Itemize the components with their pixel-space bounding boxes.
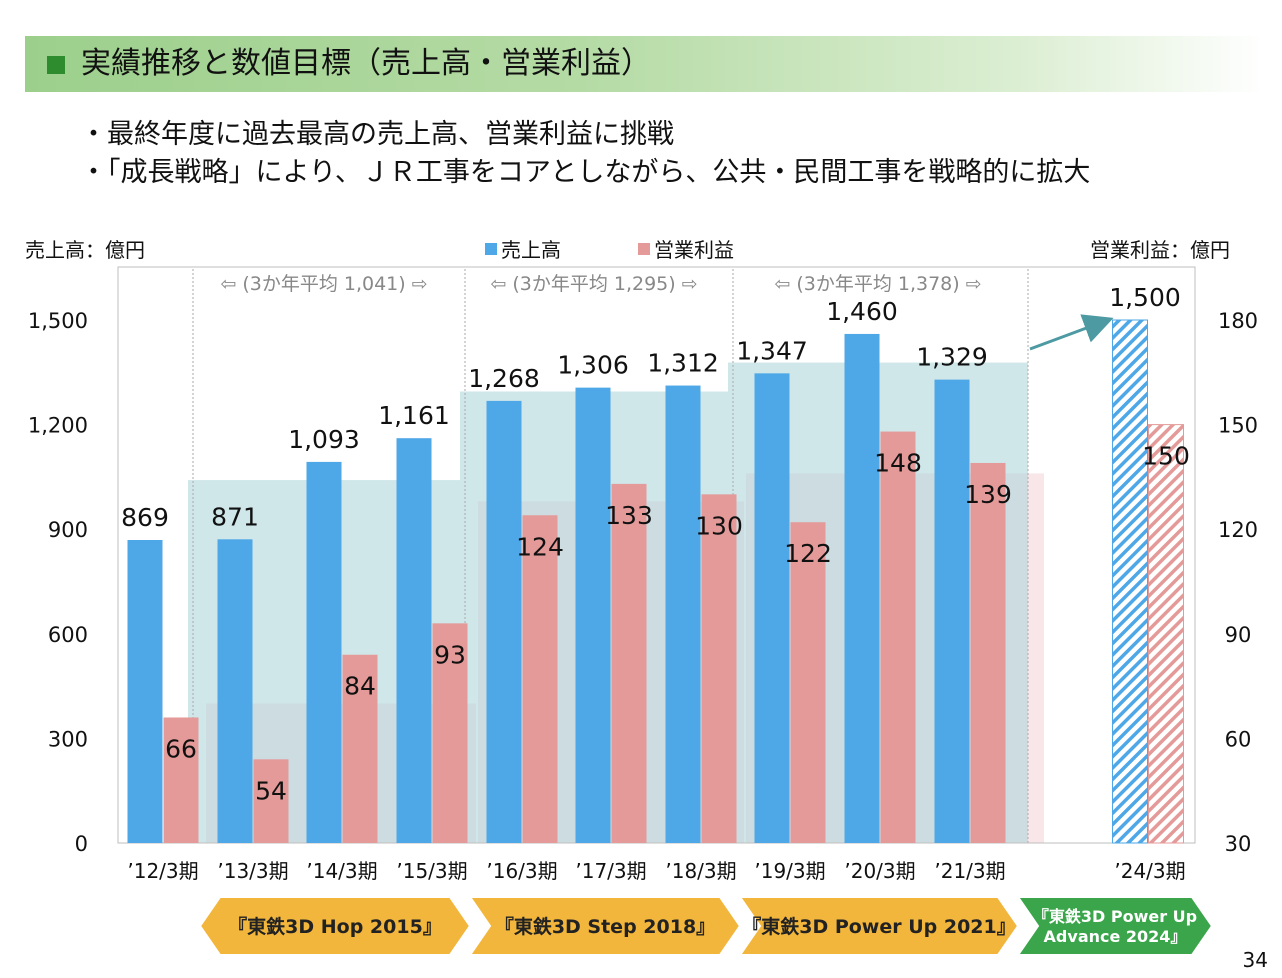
avg-label-3: ⇦ (3か年平均 1,378) ⇨ xyxy=(774,273,981,295)
profit-value-label-11: 150 xyxy=(1142,442,1190,471)
y-left-tick-3: 600 xyxy=(48,623,88,647)
x-tick-label-1: ’12/3期 xyxy=(127,859,198,883)
y-left-tick-4: 900 xyxy=(48,518,88,542)
profit-value-label-1: 66 xyxy=(165,734,197,763)
legend-profit: 営業利益 xyxy=(638,234,734,263)
profit-bar-11 xyxy=(1148,424,1184,844)
sales-bar-1 xyxy=(127,540,163,843)
legend-sales: 売上高 xyxy=(485,234,561,263)
page-title: 実績推移と数値目標（売上高・営業利益） xyxy=(81,46,651,81)
profit-bar-9 xyxy=(880,431,916,843)
sales-value-label-9: 1,460 xyxy=(826,297,898,326)
sales-value-label-11: 1,500 xyxy=(1109,283,1181,312)
profit-value-label-9: 148 xyxy=(874,449,922,478)
sales-value-label-8: 1,347 xyxy=(736,336,808,365)
plan-arrow-4 xyxy=(1016,896,1214,956)
profit-value-label-7: 130 xyxy=(695,511,743,540)
plan-arrow-3 xyxy=(738,896,1020,956)
sales-bar-2 xyxy=(217,539,253,843)
sales-value-label-5: 1,268 xyxy=(468,364,540,393)
y-right-tick-6: 180 xyxy=(1218,309,1258,333)
plot-frame xyxy=(117,266,1196,844)
sales-bar-5 xyxy=(486,400,522,843)
right-axis-label: 営業利益：億円 xyxy=(1090,238,1230,262)
x-tick-label-2: ’13/3期 xyxy=(217,859,288,883)
profit-value-label-10: 139 xyxy=(964,480,1012,509)
y-right-tick-1: 30 xyxy=(1225,832,1252,856)
profit-bar-5 xyxy=(522,515,558,843)
profit-bar-7 xyxy=(701,494,737,843)
y-left-tick-5: 1,200 xyxy=(28,414,88,438)
legend-profit-swatch xyxy=(638,242,650,255)
left-axis-label: 売上高：億円 xyxy=(25,238,145,262)
y-right-tick-3: 90 xyxy=(1225,623,1252,647)
profit-bar-4 xyxy=(432,623,468,843)
x-tick-label-7: ’18/3期 xyxy=(665,859,736,883)
profit-bar-6 xyxy=(611,483,647,843)
legend-sales-label: 売上高 xyxy=(501,238,561,262)
plan-arrow-1 xyxy=(198,896,472,956)
plan-label-2: 『東鉄3D Step 2018』 xyxy=(495,915,715,938)
legend-profit-label: 営業利益 xyxy=(654,238,734,262)
profit-bar-1 xyxy=(163,717,199,843)
profit-value-label-8: 122 xyxy=(784,539,832,568)
plan-label-1: 『東鉄3D Hop 2015』 xyxy=(228,915,442,938)
plan-arrow-2 xyxy=(468,896,742,956)
target-arrow xyxy=(1029,314,1114,351)
sales-bar-3 xyxy=(306,461,342,843)
x-tick-label-6: ’17/3期 xyxy=(575,859,646,883)
plan-label-3: 『東鉄3D Power Up 2021』 xyxy=(742,915,1016,938)
x-tick-label-4: ’15/3期 xyxy=(396,859,467,883)
profit-bar-8 xyxy=(790,522,826,843)
sales-value-label-4: 1,161 xyxy=(378,401,450,430)
sales-value-label-10: 1,329 xyxy=(916,343,988,372)
profit-value-label-4: 93 xyxy=(434,640,466,669)
profit-bar-3 xyxy=(342,654,378,843)
title-square-icon xyxy=(47,56,65,74)
sales-value-label-6: 1,306 xyxy=(557,351,629,380)
bullet-1: ・最終年度に過去最高の売上高、営業利益に挑戦 xyxy=(80,119,674,150)
sales-bar-4 xyxy=(396,438,432,843)
sales-bar-9 xyxy=(844,333,880,843)
avg-label-2: ⇦ (3か年平均 1,295) ⇨ xyxy=(490,273,697,295)
avg-label-1: ⇦ (3か年平均 1,041) ⇨ xyxy=(220,273,427,295)
sales-bar-8 xyxy=(754,373,790,843)
sales-bar-6 xyxy=(575,387,611,843)
x-tick-label-5: ’16/3期 xyxy=(486,859,557,883)
x-tick-label-8: ’19/3期 xyxy=(754,859,825,883)
y-left-tick-1: 0 xyxy=(75,832,88,856)
x-tick-label-10: ’21/3期 xyxy=(934,859,1005,883)
sales-bar-11 xyxy=(1112,319,1148,844)
sales-value-label-2: 871 xyxy=(211,502,259,531)
sales-value-label-3: 1,093 xyxy=(288,425,360,454)
y-left-tick-6: 1,500 xyxy=(28,309,88,333)
y-right-tick-5: 150 xyxy=(1218,414,1258,438)
sales-bar-10 xyxy=(934,379,970,843)
page-number: 34 xyxy=(1242,948,1268,972)
y-left-tick-2: 300 xyxy=(48,727,88,751)
profit-value-label-3: 84 xyxy=(344,672,376,701)
profit-value-label-5: 124 xyxy=(516,532,564,561)
sales-bar-7 xyxy=(665,385,701,843)
plan-label-4-line2: Advance 2024』 xyxy=(1044,927,1187,946)
y-right-tick-2: 60 xyxy=(1225,727,1252,751)
x-tick-label-11: ’24/3期 xyxy=(1114,859,1185,883)
profit-value-label-2: 54 xyxy=(255,776,287,805)
legend-sales-swatch xyxy=(485,242,497,255)
profit-value-label-6: 133 xyxy=(605,501,653,530)
title-bar: 実績推移と数値目標（売上高・営業利益） xyxy=(25,36,1265,92)
sales-value-label-7: 1,312 xyxy=(647,349,719,378)
y-right-tick-4: 120 xyxy=(1218,518,1258,542)
profit-bar-10 xyxy=(970,462,1006,843)
plan-label-4-line1: 『東鉄3D Power Up xyxy=(1033,907,1197,926)
bullet-2: ・「成長戦略」により、ＪＲ工事をコアとしながら、公共・民間工事を戦略的に拡大 xyxy=(80,157,1091,188)
profit-bar-2 xyxy=(253,759,289,843)
x-tick-label-3: ’14/3期 xyxy=(306,859,377,883)
x-tick-label-9: ’20/3期 xyxy=(844,859,915,883)
sales-value-label-1: 869 xyxy=(121,503,169,532)
